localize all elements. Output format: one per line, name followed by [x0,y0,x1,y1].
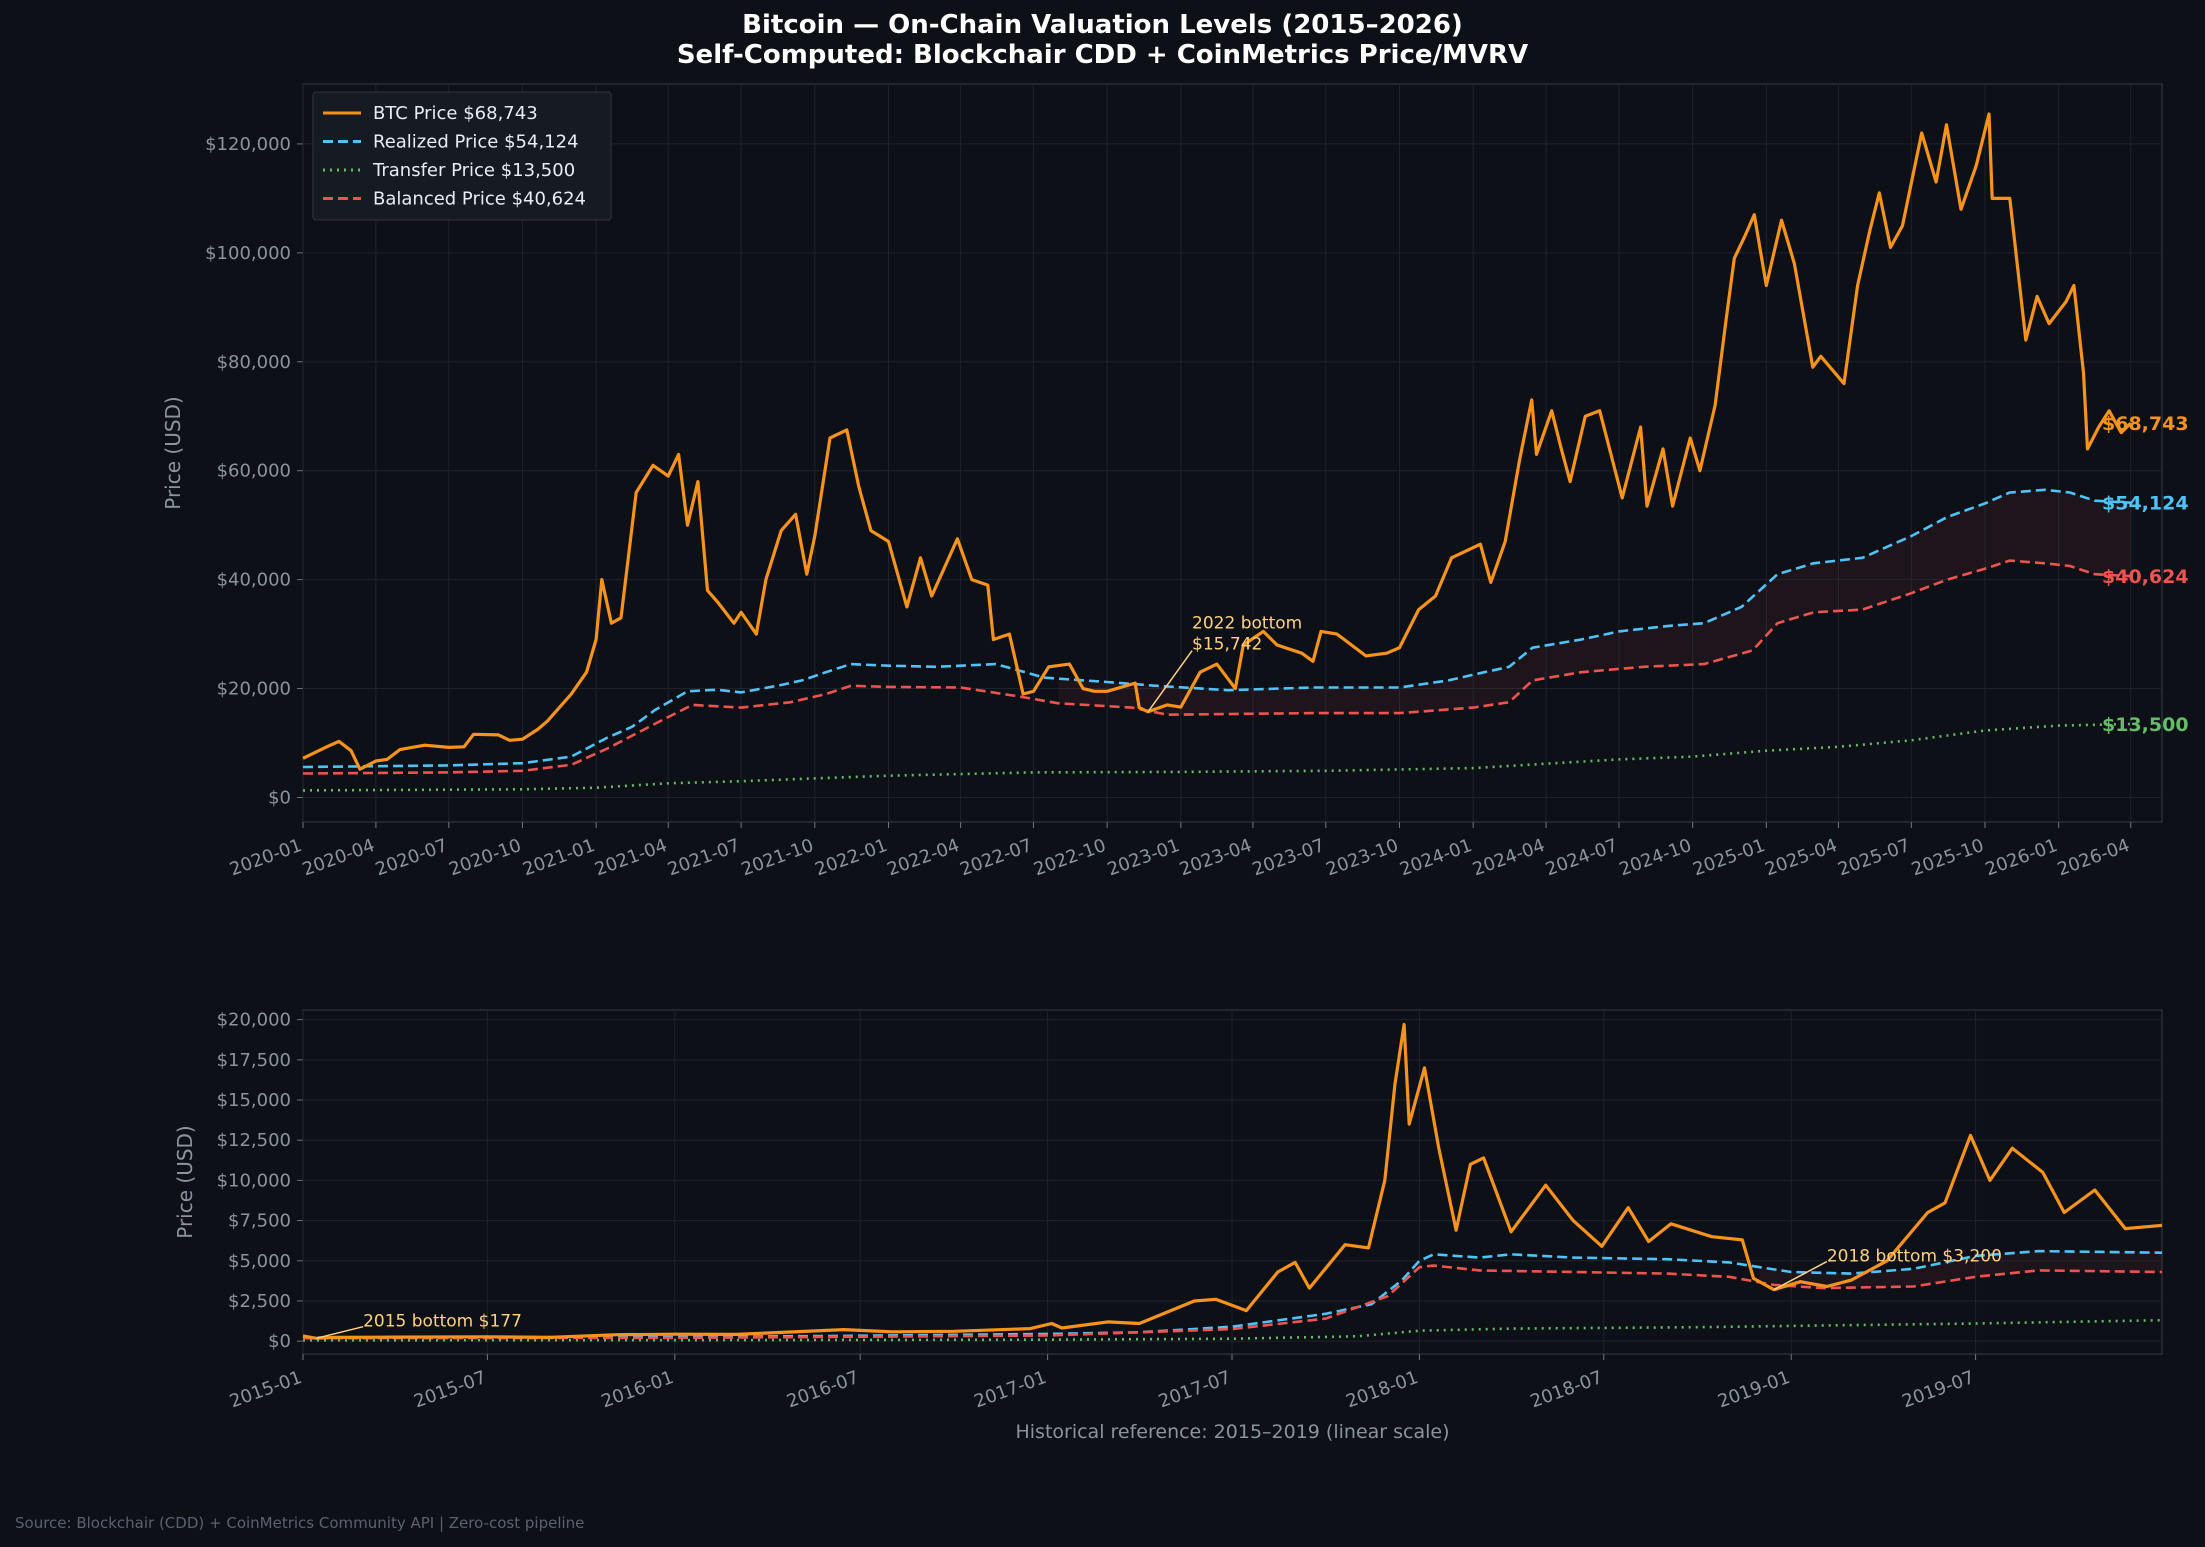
y-tick-label: $17,500 [217,1050,291,1071]
y-tick-label: $7,500 [228,1211,291,1232]
plot-area [302,83,2163,823]
x-tick-label: 2026-04 [2055,835,2133,880]
y-tick-label: $60,000 [217,461,291,482]
annotation-arrow [316,1325,364,1340]
y-tick-label: $2,500 [228,1291,291,1312]
annotation-arrow [1773,1260,1828,1291]
x-tick-label: 2023-04 [1177,835,1255,880]
y-tick-label: $0 [268,1331,291,1352]
x-tick-label: 2021-01 [520,835,598,880]
x-tick-label: 2021-10 [739,835,817,880]
x-tick-label: 2016-01 [599,1367,677,1412]
valuation-band [1759,1251,2162,1288]
x-tick-label: 2023-01 [1105,835,1183,880]
y-axis-label: Price (USD) [173,1125,197,1239]
x-tick-label: 2022-10 [1031,835,1109,880]
y-tick-label: $10,000 [217,1170,291,1191]
series-line-transfer-price [302,722,2131,792]
x-tick-label: 2020-10 [446,835,524,880]
y-tick-label: $80,000 [217,352,291,373]
x-tick-label: 2022-07 [957,835,1035,880]
x-tick-label: 2020-07 [373,835,451,880]
x-axis-label: Historical reference: 2015–2019 (linear … [1015,1421,1449,1443]
x-tick-label: 2017-07 [1156,1367,1234,1412]
x-tick-label: 2024-01 [1397,835,1475,880]
x-tick-label: 2026-01 [1983,835,2061,880]
x-tick-label: 2017-01 [971,1367,1049,1412]
annotation-label: 2022 bottom [1192,614,1302,634]
x-tick-label: 2025-04 [1762,835,1840,880]
y-axis-label: Price (USD) [161,396,185,510]
x-tick-label: 2024-07 [1543,835,1621,880]
x-tick-label: 2025-10 [1909,835,1987,880]
series-line-balanced-price [302,1264,2163,1340]
x-tick-label: 2021-07 [665,835,743,880]
y-tick-label: $0 [268,787,291,808]
x-tick-label: 2025-07 [1835,835,1913,880]
legend-label: Realized Price $54,124 [373,132,579,153]
plot-area [302,1009,2163,1355]
series-line-balanced-price [302,559,2131,775]
x-tick-label: 2024-10 [1616,835,1694,880]
legend-label: Balanced Price $40,624 [373,189,586,210]
end-value-label: $54,124 [2102,493,2189,515]
y-tick-label: $20,000 [217,679,291,700]
panel-history: $0 $2,500 $5,000 $7,500 $10,000 $12,500 $15,00… [173,1009,2163,1443]
x-tick-label: 2021-04 [592,835,670,880]
chart-title: Bitcoin — On-Chain Valuation Levels (201… [742,10,1463,40]
x-tick-label: 2025-01 [1690,835,1768,880]
source-footer: Source: Blockchair (CDD) + CoinMetrics C… [15,1514,585,1532]
x-tick-label: 2019-07 [1899,1367,1977,1412]
series-line-realized-price [302,488,2131,769]
x-tick-label: 2023-10 [1323,835,1401,880]
y-tick-label: $5,000 [228,1251,291,1272]
x-tick-label: 2019-01 [1715,1367,1793,1412]
x-tick-label: 2018-07 [1528,1367,1606,1412]
x-tick-label: 2015-01 [227,1367,305,1412]
x-tick-label: 2024-04 [1470,835,1548,880]
y-tick-label: $120,000 [205,134,291,155]
end-value-label: $68,743 [2102,413,2189,435]
y-tick-label: $20,000 [217,1010,291,1031]
series-line-realized-price [302,1249,2163,1339]
legend-box [312,91,612,221]
panel-main: $0 $20,000 $40,000 $60,000 $80,000 $100,000 $1… [161,83,2189,880]
series-line-btc-price [302,1022,2163,1340]
valuation-band [1058,490,2131,715]
x-tick-label: 2018-01 [1343,1367,1421,1412]
x-tick-label: 2020-01 [227,835,305,880]
end-value-label: $13,500 [2102,714,2189,736]
x-tick-label: 2016-07 [784,1367,862,1412]
annotation-label: 2015 bottom $177 [363,1312,522,1332]
x-tick-label: 2022-04 [884,835,962,880]
x-tick-label: 2020-04 [300,835,378,880]
end-value-label: $40,624 [2102,566,2189,588]
y-tick-label: $100,000 [205,243,291,264]
series-line-btc-price [302,112,2132,771]
annotation-label: 2018 bottom $3,200 [1827,1247,2002,1267]
annotation-value: $15,742 [1192,635,1262,655]
legend-label: BTC Price $68,743 [373,103,538,124]
x-tick-label: 2022-01 [812,835,890,880]
legend-label: Transfer Price $13,500 [372,160,575,181]
y-tick-label: $15,000 [217,1090,291,1111]
x-tick-label: 2023-07 [1250,835,1328,880]
annotation-arrow [1147,650,1193,713]
y-tick-label: $40,000 [217,570,291,591]
y-tick-label: $12,500 [217,1130,291,1151]
chart-subtitle: Self-Computed: Blockchair CDD + CoinMetr… [676,40,1529,70]
x-tick-label: 2015-07 [411,1367,489,1412]
